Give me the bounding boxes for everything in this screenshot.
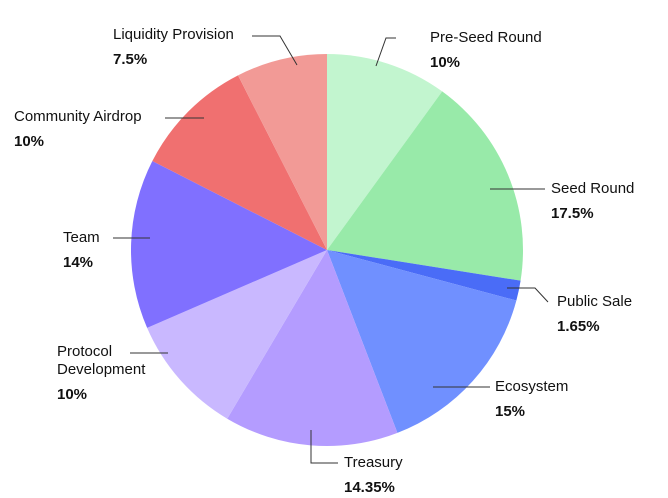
pie-slice <box>152 75 327 250</box>
pie-slice <box>327 54 443 250</box>
pie-slice <box>131 161 327 328</box>
category-name: Team <box>63 229 100 246</box>
leader-line <box>252 35 298 66</box>
slice-label: Treasury 14.35% <box>344 454 403 496</box>
pie-slice <box>327 250 521 301</box>
category-name: Community Airdrop <box>14 108 142 125</box>
slice-label: Pre-Seed Round 10% <box>430 29 542 71</box>
value-label: 1.65% <box>557 318 600 335</box>
slice-label: Protocol Development 10% <box>57 343 167 403</box>
pie-slice <box>327 250 517 433</box>
value-label: 10% <box>430 54 461 71</box>
category-name: Treasury <box>344 454 403 471</box>
value-label: 17.5% <box>551 205 594 222</box>
value-label: 15% <box>495 403 526 420</box>
slice-label: Liquidity Provision 7.5% <box>113 26 234 68</box>
pie-slice <box>227 250 398 446</box>
value-label: 10% <box>14 133 45 150</box>
leader-line <box>310 430 338 464</box>
pie-slice <box>147 250 327 419</box>
leader-line <box>507 287 549 303</box>
pie-slice <box>238 54 327 250</box>
pie-slice <box>327 91 523 281</box>
value-label: 14.35% <box>344 479 395 496</box>
category-name: Seed Round <box>551 180 635 197</box>
slice-label: Public Sale 1.65% <box>557 293 632 335</box>
category-name: Ecosystem <box>495 378 569 395</box>
value-label: 14% <box>63 254 94 271</box>
category-name: Protocol Development <box>57 343 146 378</box>
value-label: 7.5% <box>113 51 148 68</box>
slice-label: Ecosystem 15% <box>495 378 568 420</box>
category-name: Liquidity Provision <box>113 26 234 43</box>
slice-label: Seed Round 17.5% <box>551 180 634 222</box>
category-name: Public Sale <box>557 293 633 310</box>
slice-label: Team 14% <box>63 229 100 271</box>
slice-label: Community Airdrop 10% <box>14 108 142 150</box>
leader-line <box>375 37 396 67</box>
value-label: 10% <box>57 386 88 403</box>
category-name: Pre-Seed Round <box>430 29 542 46</box>
